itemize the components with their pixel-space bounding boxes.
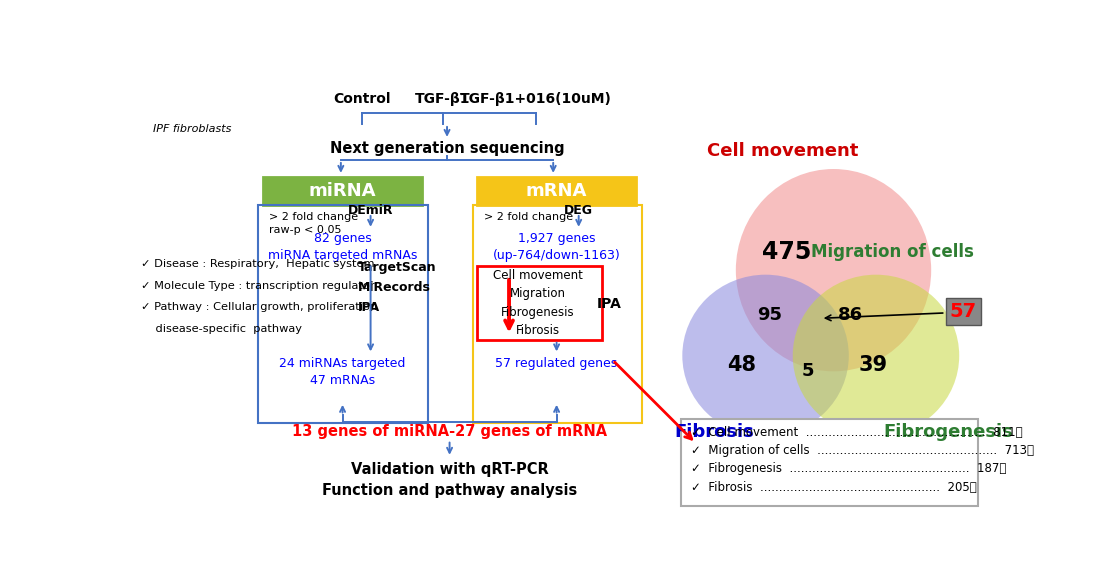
Text: Cell movement
Migration
Fibrogenesis
Fibrosis: Cell movement Migration Fibrogenesis Fib… — [493, 269, 583, 338]
Text: 48: 48 — [728, 354, 756, 374]
Text: ✓ Molecule Type : transcription regulator: ✓ Molecule Type : transcription regulato… — [141, 280, 375, 290]
Text: IPA: IPA — [597, 297, 621, 311]
Text: DEmiR: DEmiR — [347, 204, 393, 217]
Text: ✓  Fibrosis  ................................................  205개: ✓ Fibrosis .............................… — [690, 481, 977, 494]
FancyBboxPatch shape — [681, 419, 978, 506]
Ellipse shape — [735, 169, 932, 371]
Text: Control: Control — [333, 92, 391, 106]
Text: > 2 fold change
raw-p < 0.05: > 2 fold change raw-p < 0.05 — [269, 212, 357, 235]
Text: 5: 5 — [802, 362, 814, 380]
Text: IPF fibroblasts: IPF fibroblasts — [153, 124, 231, 134]
Text: ✓  Cell movement  ................................................  811개: ✓ Cell movement ........................… — [690, 426, 1023, 439]
Text: 1,927 genes
(up-764/down-1163): 1,927 genes (up-764/down-1163) — [493, 232, 620, 262]
Text: TGF-β1: TGF-β1 — [415, 92, 470, 106]
Text: ✓ Pathway : Cellular growth, proliferation: ✓ Pathway : Cellular growth, proliferati… — [141, 302, 377, 312]
Text: 86: 86 — [838, 306, 863, 324]
Text: Cell movement: Cell movement — [707, 142, 858, 160]
FancyBboxPatch shape — [263, 177, 422, 205]
Text: 39: 39 — [859, 354, 888, 374]
Text: > 2 fold change: > 2 fold change — [483, 212, 573, 222]
Text: DEG: DEG — [564, 204, 593, 217]
Text: 82 genes
miRNA targeted mRNAs: 82 genes miRNA targeted mRNAs — [267, 232, 418, 262]
Text: Fibrogenesis: Fibrogenesis — [883, 423, 1013, 441]
Text: mRNA: mRNA — [526, 182, 587, 200]
Text: TargetScan
MiRecords
IPA: TargetScan MiRecords IPA — [357, 261, 436, 314]
Ellipse shape — [683, 274, 848, 437]
Text: miRNA: miRNA — [309, 182, 376, 200]
Text: 95: 95 — [757, 306, 783, 324]
FancyBboxPatch shape — [477, 177, 637, 205]
Text: 24 miRNAs targeted
47 mRNAs: 24 miRNAs targeted 47 mRNAs — [279, 357, 406, 387]
Text: 13 genes of miRNA-27 genes of mRNA: 13 genes of miRNA-27 genes of mRNA — [292, 424, 607, 439]
Text: ✓  Migration of cells  ................................................  713개: ✓ Migration of cells ...................… — [690, 444, 1034, 457]
Text: disease-specific  pathway: disease-specific pathway — [141, 324, 302, 333]
Text: Fibrosis: Fibrosis — [675, 423, 754, 441]
Text: Validation with qRT-PCR
Function and pathway analysis: Validation with qRT-PCR Function and pat… — [322, 462, 578, 498]
Ellipse shape — [792, 274, 959, 437]
Text: TGF-β1+016(10uM): TGF-β1+016(10uM) — [460, 92, 613, 106]
FancyBboxPatch shape — [946, 298, 981, 325]
Text: Migration of cells: Migration of cells — [811, 243, 973, 261]
Text: 475: 475 — [762, 240, 811, 264]
Text: 57 regulated genes: 57 regulated genes — [495, 357, 618, 370]
Text: ✓ Disease : Respiratory,  Hepatic system: ✓ Disease : Respiratory, Hepatic system — [141, 259, 375, 269]
Text: Next generation sequencing: Next generation sequencing — [330, 141, 564, 157]
FancyBboxPatch shape — [477, 266, 603, 340]
Text: ✓  Fibrogenesis  ................................................  187개: ✓ Fibrogenesis .........................… — [690, 463, 1006, 475]
Text: 57: 57 — [950, 301, 977, 321]
